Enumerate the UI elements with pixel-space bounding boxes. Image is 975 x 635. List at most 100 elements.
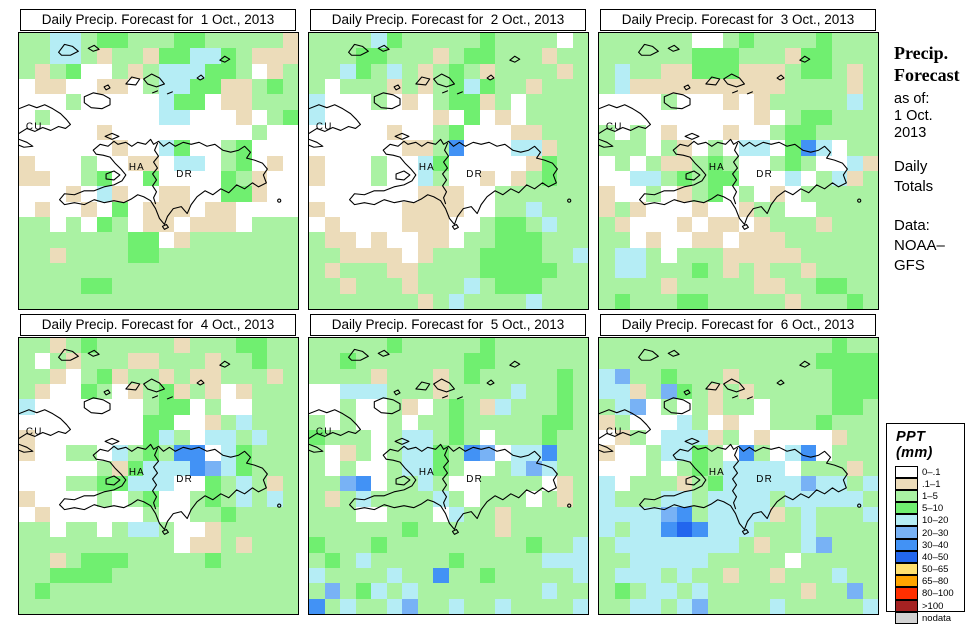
precip-cell (541, 247, 557, 263)
precip-cell (495, 78, 511, 95)
precip-cell (309, 414, 325, 430)
precip-cell (572, 63, 588, 79)
precip-cell (340, 33, 356, 49)
precip-cell (692, 506, 708, 522)
legend-swatch (895, 465, 918, 478)
precip-cell (50, 94, 66, 110)
precip-cell (464, 383, 480, 400)
precip-cell (862, 338, 878, 354)
precip-cell (479, 109, 495, 125)
precip-cell (769, 201, 785, 217)
precip-cell (81, 232, 97, 248)
precip-cell (174, 521, 190, 538)
precip-cell (495, 124, 511, 141)
precip-cell (282, 216, 298, 233)
precip-cell (614, 140, 630, 156)
precip-cell (112, 232, 128, 248)
precip-cell (417, 598, 433, 614)
precip-cell (19, 521, 35, 538)
precip-cell (510, 429, 526, 446)
precip-cell (417, 460, 433, 476)
legend-swatch (895, 514, 918, 527)
precip-cell (236, 567, 252, 584)
precip-cell (205, 521, 221, 538)
precip-cell (189, 247, 205, 263)
label-haiti: HA (129, 467, 145, 478)
precip-cell (81, 186, 97, 202)
precip-cell (707, 598, 723, 614)
precip-cell (661, 278, 677, 294)
precip-cell (541, 598, 557, 614)
inagua-island (373, 397, 401, 415)
beata-island (741, 528, 749, 535)
precip-cell (692, 262, 708, 279)
precip-cell (692, 109, 708, 125)
precip-cell (236, 399, 252, 415)
precip-cell (769, 124, 785, 141)
precip-cell (402, 537, 418, 553)
precip-cell (81, 552, 97, 568)
precip-cell (676, 124, 692, 141)
precip-cell (282, 262, 298, 279)
precip-cell (800, 338, 816, 354)
cuba-coastline-south (309, 138, 324, 148)
precip-cell (862, 567, 878, 584)
precip-cell (324, 278, 340, 294)
precip-cell (599, 33, 615, 49)
precip-cell (65, 140, 81, 156)
precip-cell (754, 262, 770, 279)
precip-cell (464, 232, 480, 248)
precip-cell (526, 399, 542, 415)
precip-cell (661, 598, 677, 614)
hispaniola-coastline (349, 443, 558, 530)
precip-cell (541, 399, 557, 415)
precip-cell (661, 109, 677, 125)
precip-cell (862, 598, 878, 614)
label-haiti: HA (129, 162, 145, 173)
precip-cell (34, 140, 50, 156)
precip-cell (847, 216, 863, 233)
precip-cell (692, 491, 708, 507)
precip-cell (236, 201, 252, 217)
precip-cell (541, 491, 557, 507)
precip-cell (174, 567, 190, 584)
precip-cell (526, 460, 542, 476)
precip-cell (862, 521, 878, 538)
precip-cell (282, 155, 298, 171)
precip-cell (692, 78, 708, 95)
precip-cell (692, 368, 708, 384)
precip-cell (205, 48, 221, 64)
precip-cell (785, 460, 801, 476)
precip-cell (355, 278, 371, 294)
precip-cell (541, 201, 557, 217)
precip-map-4: CU HA DR (18, 337, 299, 615)
mona-island (857, 503, 862, 508)
precip-cell (174, 78, 190, 95)
precip-cell (340, 262, 356, 279)
precip-cell (189, 155, 205, 171)
precip-cell (324, 216, 340, 233)
precip-cell (785, 368, 801, 384)
precip-cell (541, 94, 557, 110)
precip-cell (572, 552, 588, 568)
precip-cell (692, 445, 708, 461)
precip-cell (267, 232, 283, 248)
precip-cell (645, 521, 661, 538)
precip-cell (81, 537, 97, 553)
precip-cell (417, 48, 433, 64)
precip-cell (309, 521, 325, 538)
precip-cell (557, 598, 573, 614)
precip-cell (340, 201, 356, 217)
precip-cell (19, 262, 35, 279)
precip-cell (96, 353, 112, 369)
precip-cell (205, 216, 221, 233)
precip-cell (495, 247, 511, 263)
precip-cell (723, 278, 739, 294)
precip-cell (754, 537, 770, 553)
precip-cell (251, 598, 267, 614)
precip-cell (800, 368, 816, 384)
precip-cell (847, 537, 863, 553)
precip-cell (676, 293, 692, 309)
beata-island (451, 528, 459, 535)
precip-cell (417, 429, 433, 446)
